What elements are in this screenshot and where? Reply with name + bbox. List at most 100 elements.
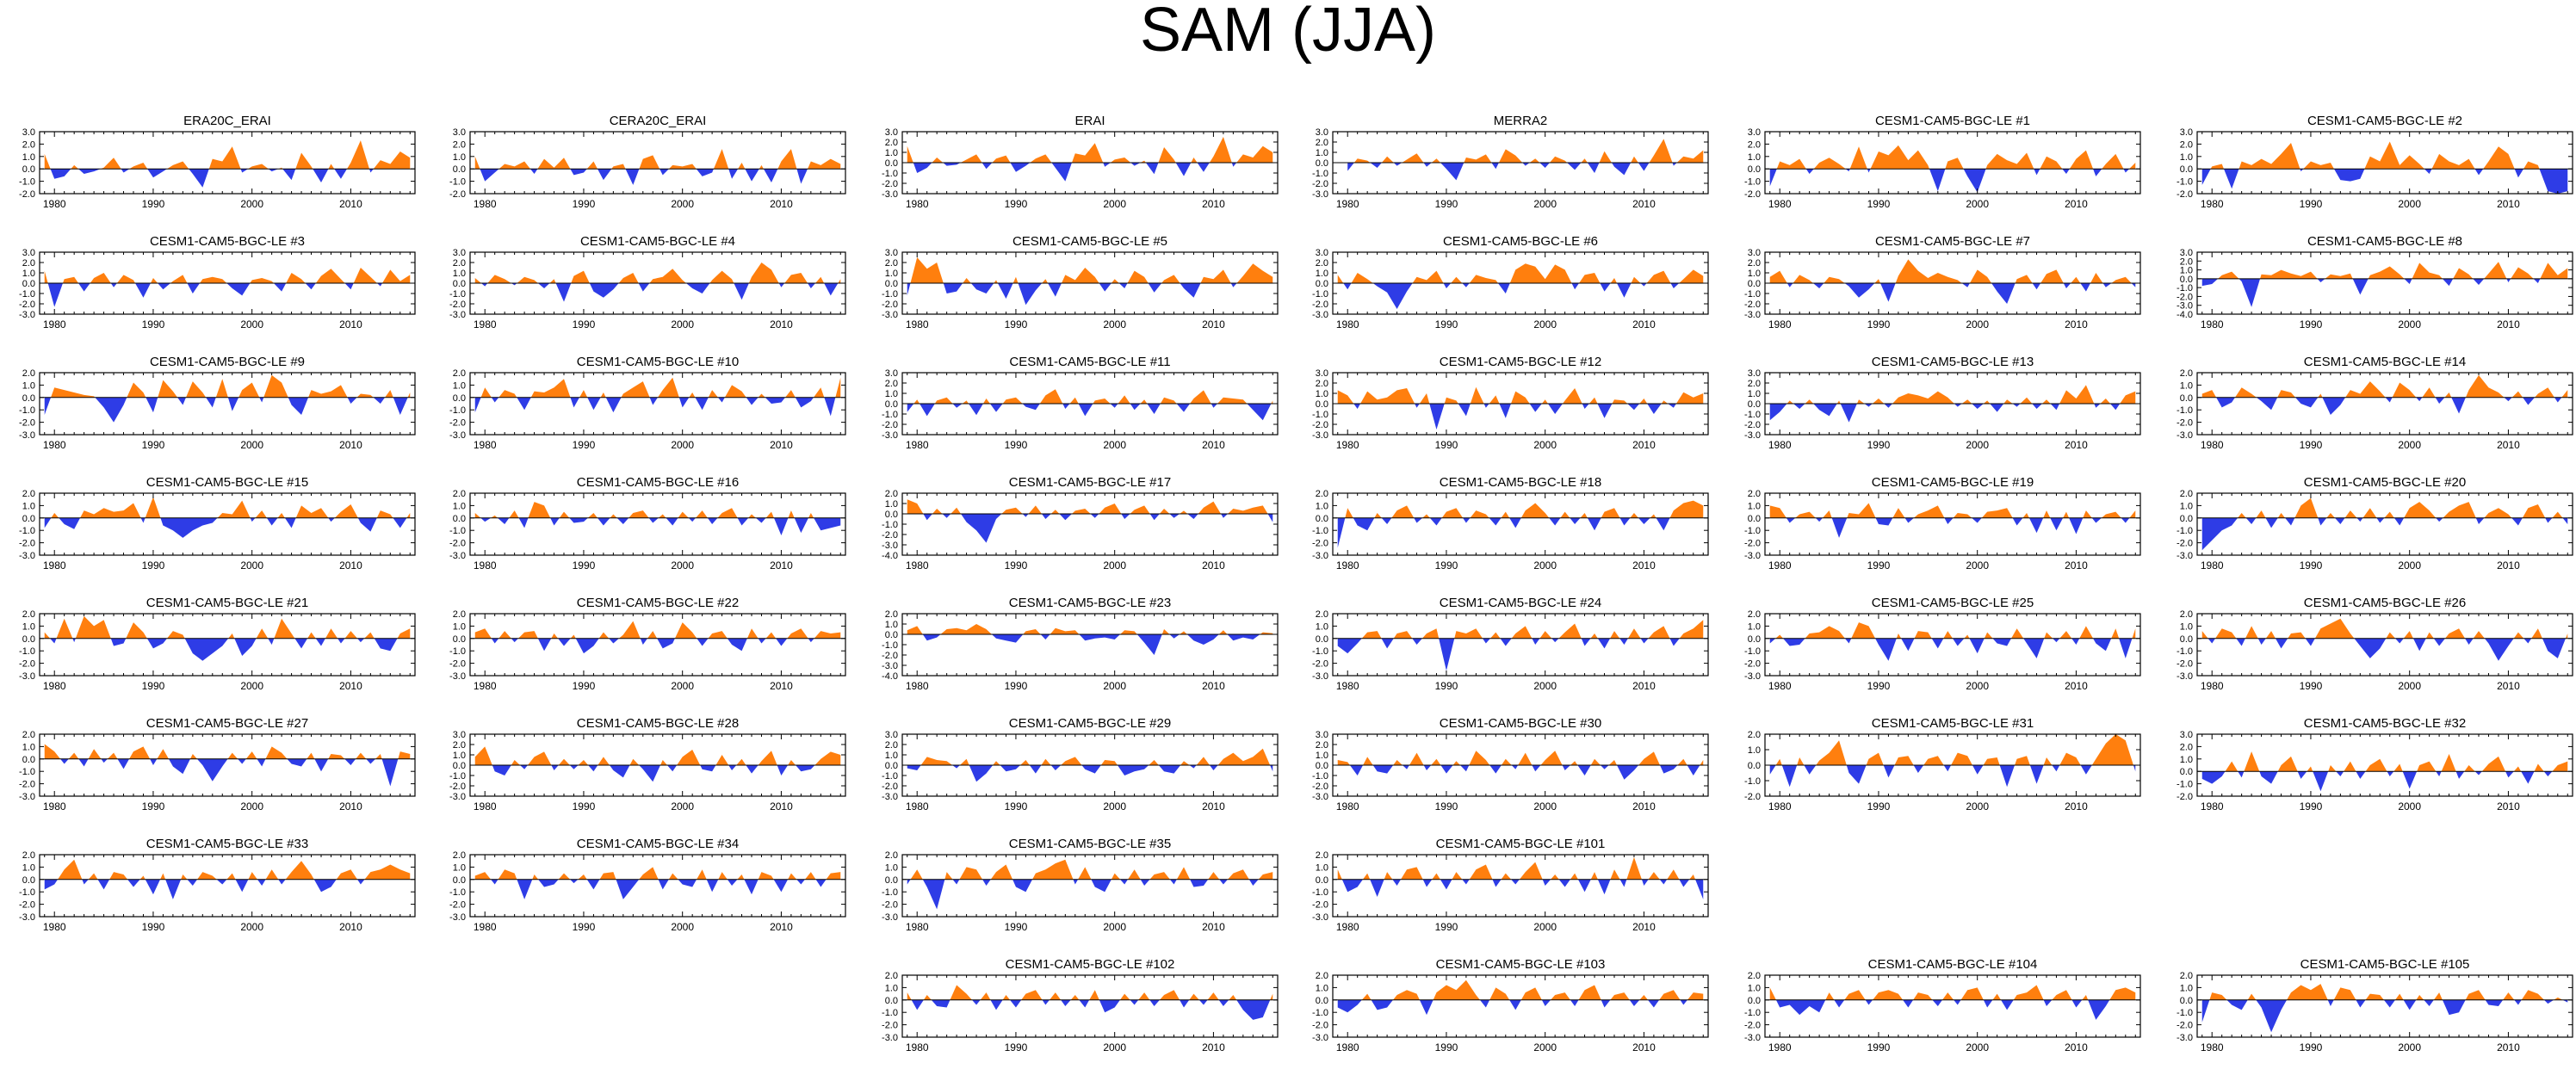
x-tick-label: 1990: [1005, 921, 1028, 933]
y-tick-label: -1.0: [1744, 410, 1761, 420]
plot-frame: [2196, 372, 2573, 436]
x-tick-label: 1980: [1336, 800, 1359, 813]
x-tick-label: 2000: [671, 680, 694, 692]
chart-title: CESM1-CAM5-BGC-LE #11: [1009, 355, 1170, 369]
negative-area: [44, 758, 411, 787]
y-tick-label: 1.0: [885, 862, 898, 873]
y-tick-label: 0.0: [885, 761, 898, 771]
y-tick-label: -2.0: [1312, 782, 1328, 792]
negative-area: [1337, 999, 1704, 1016]
plot-frame: [1764, 492, 2141, 556]
y-tick-label: 3.0: [885, 127, 898, 138]
y-tick-label: 0.0: [2180, 634, 2193, 645]
x-tick-label: 1980: [906, 800, 929, 813]
x-tick-label: 1980: [43, 559, 66, 572]
y-tick-label: -1.0: [19, 646, 35, 657]
chart-title: CESM1-CAM5-BGC-LE #25: [1872, 596, 2034, 610]
y-tick-label: 1.0: [1316, 501, 1328, 511]
y-tick-label: 1.0: [1316, 269, 1328, 279]
x-tick-label: 2010: [339, 318, 362, 331]
y-tick-label: -2.0: [882, 179, 898, 189]
plot-frame: [39, 492, 416, 556]
y-tick-label: -2.0: [1312, 420, 1328, 430]
x-tick-label: 1990: [1867, 680, 1891, 692]
y-tick-label: -1.0: [2177, 1008, 2193, 1018]
x-tick-label: 2000: [1103, 921, 1126, 933]
y-tick-label: -3.0: [1312, 671, 1328, 682]
plot-frame: [2196, 251, 2573, 315]
y-tick-label: -2.0: [1312, 179, 1328, 189]
y-tick-label: -3.0: [2177, 430, 2193, 441]
x-tick-label: 2010: [1202, 318, 1225, 331]
plot-frame: [901, 492, 1279, 556]
y-tick-label: 2.0: [1316, 138, 1328, 148]
x-tick-label: 1980: [1336, 318, 1359, 331]
chart-title: CESM1-CAM5-BGC-LE #102: [1006, 957, 1175, 972]
positive-area: [907, 985, 1273, 1000]
plot-frame: [2196, 131, 2573, 195]
chart-panel: CESM1-CAM5-BGC-LE #8 3.02.01.00.0-1.0-2.0…: [2177, 234, 2573, 331]
negative-area: [1337, 638, 1704, 671]
positive-area: [1337, 856, 1704, 880]
y-tick-label: -3.0: [1312, 189, 1328, 200]
y-tick-label: 0.0: [22, 634, 35, 645]
x-tick-label: 2010: [2497, 559, 2520, 572]
chart-panel: MERRA2 3.02.01.00.0-1.0-2.0-3.0 1980 1990 20…: [1312, 114, 1709, 210]
chart-title: CESM1-CAM5-BGC-LE #21: [146, 596, 308, 610]
chart-title: CESM1-CAM5-BGC-LE #28: [577, 716, 739, 731]
positive-area: [1337, 386, 1704, 404]
y-tick-label: -1.0: [1744, 776, 1761, 787]
y-tick-label: 1.0: [22, 862, 35, 873]
negative-area: [2201, 771, 2568, 792]
y-tick-label: -1.0: [882, 520, 898, 530]
y-tick-label: -3.0: [882, 189, 898, 200]
x-tick-label: 1980: [1336, 198, 1359, 210]
chart-panel: CESM1-CAM5-BGC-LE #102 2.0 1.0 0.0 -1.0 -2.0 -…: [882, 957, 1279, 1054]
negative-area: [1769, 999, 2136, 1020]
positive-area: [1337, 263, 1704, 283]
chart-title: CESM1-CAM5-BGC-LE #101: [1436, 837, 1606, 851]
plot-frame: [2196, 974, 2573, 1038]
positive-area: [44, 374, 411, 398]
y-tick-label: 0.0: [1316, 514, 1328, 524]
x-tick-label: 1980: [43, 680, 66, 692]
negative-area: [1337, 283, 1704, 309]
y-tick-label: 1.0: [22, 380, 35, 391]
y-tick-label: 1.0: [453, 751, 466, 761]
x-tick-label: 2010: [2065, 439, 2088, 451]
x-tick-label: 2010: [770, 318, 793, 331]
plot-frame: [1332, 854, 1709, 918]
chart-title: CESM1-CAM5-BGC-LE #15: [146, 475, 308, 490]
chart-panel: CESM1-CAM5-BGC-LE #28 3.02.01.00.0-1.0-2.…: [449, 716, 846, 813]
x-tick-label: 1990: [1435, 439, 1458, 451]
y-tick-label: 0.0: [22, 393, 35, 404]
positive-area: [44, 615, 411, 639]
plot-frame: [39, 131, 416, 195]
negative-area: [474, 169, 841, 185]
positive-area: [1769, 145, 2136, 170]
positive-area: [1769, 985, 2136, 1000]
y-tick-label: -2.0: [19, 780, 35, 790]
negative-area: [907, 404, 1273, 421]
y-tick-label: 2.0: [453, 139, 466, 150]
x-tick-label: 2000: [671, 318, 694, 331]
y-tick-label: 1.0: [2180, 152, 2193, 163]
chart-panel: CESM1-CAM5-BGC-LE #17 2.01.00.0-1.0-2.0-3…: [882, 475, 1279, 572]
y-tick-label: -3.0: [449, 792, 466, 802]
y-tick-label: 2.0: [1316, 971, 1328, 981]
y-tick-label: -1.0: [1312, 169, 1328, 179]
plot-frame: [1332, 492, 1709, 556]
chart-title: CESM1-CAM5-BGC-LE #27: [146, 716, 308, 731]
x-tick-label: 2000: [1966, 559, 1989, 572]
y-tick-label: 2.0: [1748, 971, 1761, 981]
plot-frame: [39, 854, 416, 918]
negative-area: [2201, 999, 2568, 1033]
y-tick-label: 3.0: [1316, 127, 1328, 138]
y-tick-label: 1.0: [2180, 501, 2193, 511]
y-tick-label: 2.0: [22, 730, 35, 740]
y-tick-label: 2.0: [885, 971, 898, 981]
y-tick-label: -1.0: [1312, 526, 1328, 536]
chart-panel: CESM1-CAM5-BGC-LE #18 2.0 1.0 0.0 -1.0 -2.0 -3…: [1312, 475, 1709, 572]
negative-area: [474, 397, 841, 417]
y-tick-label: 2.0: [885, 850, 898, 861]
